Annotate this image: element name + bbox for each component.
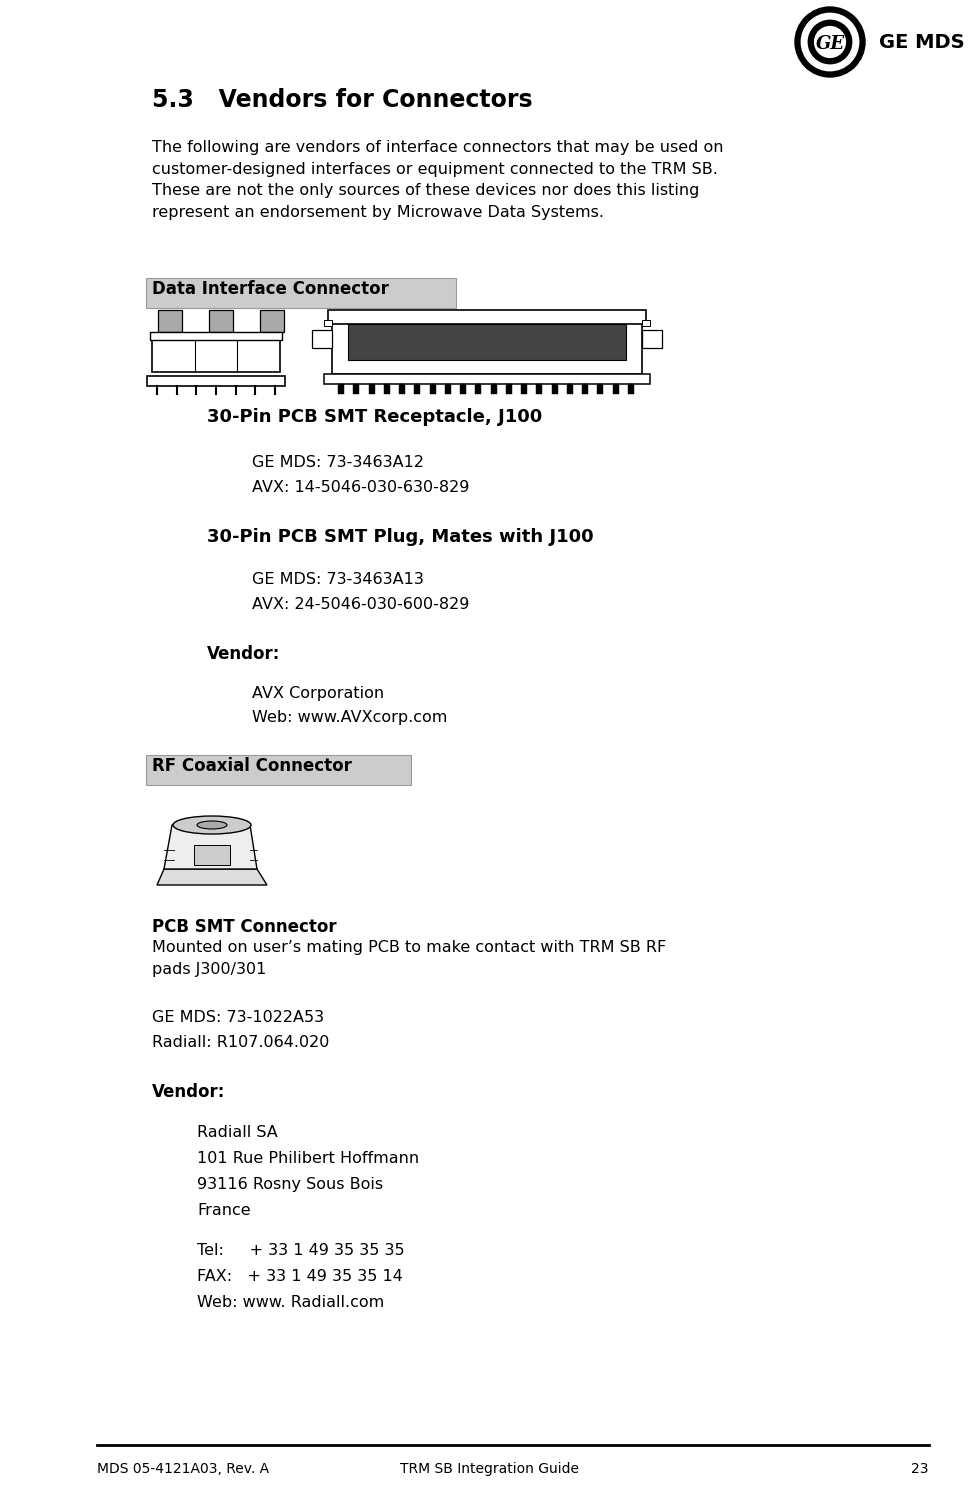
- Bar: [347, 324, 625, 360]
- Bar: [399, 384, 405, 393]
- Circle shape: [814, 27, 845, 57]
- Bar: [506, 384, 511, 393]
- Bar: [332, 319, 642, 374]
- Bar: [152, 341, 280, 372]
- Text: GE MDS: GE MDS: [878, 33, 963, 51]
- Text: MDS 05-4121A03, Rev. A: MDS 05-4121A03, Rev. A: [97, 1462, 269, 1475]
- Text: 101 Rue Philibert Hoffmann: 101 Rue Philibert Hoffmann: [197, 1151, 419, 1166]
- Text: AVX: 24-5046-030-600-829: AVX: 24-5046-030-600-829: [251, 597, 468, 612]
- Bar: [475, 384, 481, 393]
- Bar: [368, 384, 375, 393]
- Bar: [150, 332, 282, 341]
- Bar: [353, 384, 359, 393]
- Text: 30-Pin PCB SMT Plug, Mates with J100: 30-Pin PCB SMT Plug, Mates with J100: [206, 527, 593, 546]
- Bar: [552, 384, 557, 393]
- Bar: [429, 384, 435, 393]
- Bar: [444, 384, 451, 393]
- Bar: [566, 384, 572, 393]
- Bar: [324, 319, 332, 326]
- Bar: [612, 384, 618, 393]
- Bar: [337, 384, 343, 393]
- Text: Radiall: R107.064.020: Radiall: R107.064.020: [152, 1035, 329, 1050]
- Text: GE MDS: 73-3463A12: GE MDS: 73-3463A12: [251, 455, 423, 470]
- Ellipse shape: [173, 815, 250, 833]
- Text: AVX: 14-5046-030-630-829: AVX: 14-5046-030-630-829: [251, 481, 468, 494]
- Text: Tel:     + 33 1 49 35 35 35: Tel: + 33 1 49 35 35 35: [197, 1243, 404, 1258]
- Bar: [194, 845, 230, 865]
- Bar: [536, 384, 542, 393]
- Text: PCB SMT Connector: PCB SMT Connector: [152, 918, 336, 936]
- Bar: [147, 377, 285, 386]
- Bar: [259, 310, 284, 332]
- Bar: [146, 277, 456, 307]
- Text: GE MDS: 73-1022A53: GE MDS: 73-1022A53: [152, 1010, 324, 1025]
- Bar: [460, 384, 466, 393]
- Polygon shape: [156, 870, 267, 885]
- Text: Vendor:: Vendor:: [152, 1084, 225, 1102]
- Text: FAX:   + 33 1 49 35 35 14: FAX: + 33 1 49 35 35 14: [197, 1269, 403, 1284]
- Bar: [597, 384, 602, 393]
- Circle shape: [794, 8, 865, 77]
- Text: Mounted on user’s mating PCB to make contact with TRM SB RF
pads J300/301: Mounted on user’s mating PCB to make con…: [152, 940, 666, 977]
- Bar: [414, 384, 420, 393]
- Bar: [642, 319, 649, 326]
- Text: Vendor:: Vendor:: [206, 645, 280, 663]
- Text: 23: 23: [911, 1462, 928, 1475]
- Text: RF Coaxial Connector: RF Coaxial Connector: [152, 757, 351, 775]
- Text: 30-Pin PCB SMT Receptacle, J100: 30-Pin PCB SMT Receptacle, J100: [206, 408, 542, 426]
- Circle shape: [800, 14, 858, 71]
- Bar: [312, 330, 332, 348]
- Text: Web: www. Radiall.com: Web: www. Radiall.com: [197, 1295, 383, 1310]
- Text: The following are vendors of interface connectors that may be used on
customer-d: The following are vendors of interface c…: [152, 140, 723, 220]
- Text: 93116 Rosny Sous Bois: 93116 Rosny Sous Bois: [197, 1177, 382, 1192]
- Bar: [582, 384, 588, 393]
- Bar: [490, 384, 496, 393]
- Text: GE MDS: 73-3463A13: GE MDS: 73-3463A13: [251, 573, 423, 588]
- Text: GE: GE: [815, 35, 844, 53]
- Text: France: France: [197, 1203, 250, 1218]
- Text: Data Interface Connector: Data Interface Connector: [152, 280, 388, 298]
- Bar: [383, 384, 389, 393]
- Bar: [627, 384, 634, 393]
- Text: TRM SB Integration Guide: TRM SB Integration Guide: [400, 1462, 578, 1475]
- Bar: [324, 374, 649, 384]
- Bar: [642, 330, 661, 348]
- Polygon shape: [164, 824, 257, 870]
- Text: Web: www.AVXcorp.com: Web: www.AVXcorp.com: [251, 710, 447, 725]
- Circle shape: [808, 20, 851, 63]
- Bar: [328, 310, 645, 324]
- Bar: [157, 310, 182, 332]
- Bar: [146, 755, 411, 785]
- Text: 5.3   Vendors for Connectors: 5.3 Vendors for Connectors: [152, 87, 532, 112]
- Text: AVX Corporation: AVX Corporation: [251, 686, 383, 701]
- Bar: [208, 310, 233, 332]
- Ellipse shape: [197, 821, 227, 829]
- Text: Radiall SA: Radiall SA: [197, 1126, 278, 1139]
- Bar: [520, 384, 526, 393]
